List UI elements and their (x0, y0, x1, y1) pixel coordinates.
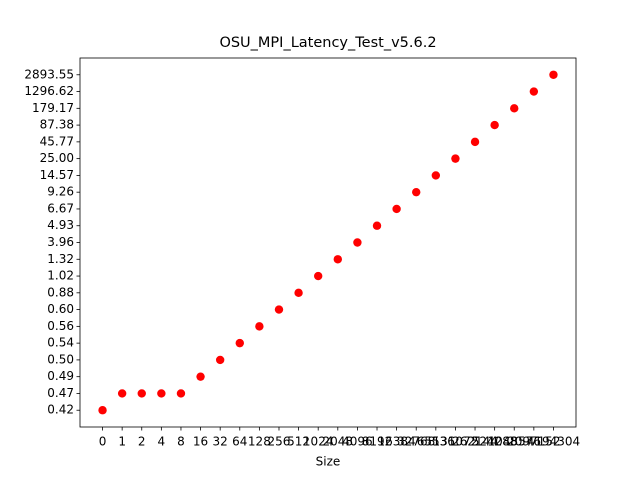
y-tick-label: 1.02 (47, 269, 74, 283)
x-tick-label: 32768 (397, 435, 435, 449)
x-tick-label: 32 (213, 435, 228, 449)
y-tick-label: 14.57 (40, 168, 74, 182)
point (529, 87, 539, 96)
point (117, 389, 127, 398)
point (274, 305, 284, 314)
point (353, 238, 362, 247)
x-tick-label: 4096 (342, 435, 373, 449)
y-tick-label: 1296.62 (24, 84, 74, 98)
point (215, 355, 225, 365)
point (176, 389, 186, 398)
point (510, 104, 519, 113)
y-tick-label: 87.38 (40, 118, 74, 132)
x-tick-label: 0 (99, 435, 107, 449)
x-tick-label: 8 (177, 435, 185, 449)
x-tick-label: 128 (248, 435, 271, 449)
point (255, 322, 264, 331)
point (196, 372, 205, 381)
point (392, 204, 401, 214)
x-tick-label: 64 (232, 435, 247, 449)
x-tick-label: 16 (193, 435, 208, 449)
x-tick-label: 8192 (362, 435, 393, 449)
y-tick-label: 0.54 (47, 336, 74, 350)
point (98, 406, 107, 415)
y-tick-label: 0.88 (47, 285, 74, 299)
point (235, 338, 244, 348)
x-tick-label: 4194304 (527, 435, 580, 449)
x-tick-label: 1 (118, 435, 126, 449)
y-tick-label: 0.49 (47, 369, 74, 383)
y-tick-label: 179.17 (32, 101, 74, 115)
point (313, 271, 323, 281)
point (451, 154, 460, 163)
point (490, 120, 499, 130)
x-tick-label: 512 (287, 435, 310, 449)
y-tick-label: 0.47 (47, 386, 74, 400)
y-tick-label: 2893.55 (24, 67, 74, 81)
x-tick-label: 262144 (452, 435, 498, 449)
x-tick-label: 256 (268, 435, 291, 449)
y-tick-label: 0.56 (47, 319, 74, 333)
x-tick-label: 2048 (323, 435, 354, 449)
y-tick-label: 25.00 (40, 151, 74, 165)
x-tick-label: 65536 (417, 435, 455, 449)
x-tick-label: 1024 (303, 435, 334, 449)
point (470, 137, 480, 147)
y-tick-label: 0.50 (47, 352, 74, 366)
y-tick-label: 4.93 (47, 218, 74, 232)
point (549, 70, 558, 79)
point (333, 255, 343, 264)
point (137, 389, 146, 398)
y-tick-label: 0.60 (47, 302, 74, 316)
x-tick-label: 16384 (378, 435, 416, 449)
x-tick-label: 131072 (433, 435, 479, 449)
x-axis-label: Size (316, 455, 341, 469)
x-tick-label: 4 (158, 435, 166, 449)
point (372, 221, 382, 230)
point (412, 187, 421, 197)
plot-frame (79, 57, 577, 428)
point (431, 171, 441, 180)
point (294, 288, 303, 298)
x-tick-label: 2097152 (507, 435, 560, 449)
y-tick-label: 1.32 (47, 252, 74, 266)
y-tick-label: 9.26 (47, 185, 74, 199)
chart-title: OSU_MPI_Latency_Test_v5.6.2 (219, 35, 436, 51)
x-tick-label: 524288 (472, 435, 518, 449)
point (157, 389, 166, 398)
y-tick-label: 0.42 (47, 403, 74, 417)
y-tick-label: 3.96 (47, 235, 74, 249)
y-tick-label: 45.77 (40, 134, 74, 148)
x-tick-label: 2 (138, 435, 146, 449)
y-tick-label: 6.67 (47, 201, 74, 215)
x-tick-label: 1048576 (488, 435, 541, 449)
